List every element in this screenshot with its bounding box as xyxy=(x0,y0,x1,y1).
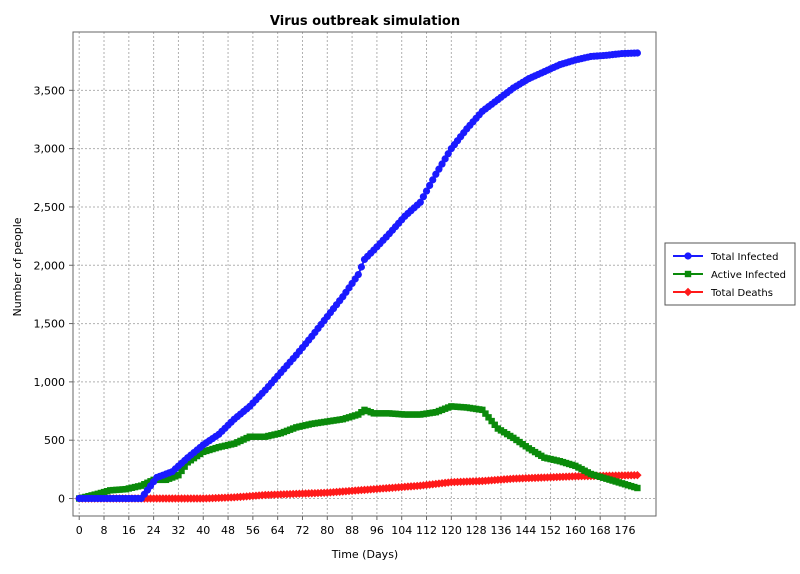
data-point xyxy=(426,181,434,190)
data-point xyxy=(357,263,365,271)
grid-lines xyxy=(73,32,656,516)
legend-item: Active Infected xyxy=(673,270,786,281)
data-point xyxy=(181,463,188,470)
legend-label: Total Deaths xyxy=(710,288,773,299)
x-tick-label: 80 xyxy=(320,524,334,537)
x-tick-label: 168 xyxy=(590,524,611,537)
legend-marker xyxy=(684,270,692,278)
x-tick-label: 120 xyxy=(441,524,462,537)
data-point xyxy=(485,414,492,421)
data-point xyxy=(491,421,498,428)
data-point xyxy=(175,471,182,479)
series-total-infected xyxy=(75,49,641,503)
plot-area xyxy=(72,31,657,517)
x-tick-label: 152 xyxy=(540,524,561,537)
legend: Total Infected Active Infected Total Death… xyxy=(664,242,796,306)
legend-label: Active Infected xyxy=(711,270,786,281)
x-tick-label: 32 xyxy=(171,524,185,537)
x-tick-label: 56 xyxy=(246,524,260,537)
x-tick-label: 160 xyxy=(565,524,586,537)
y-tick-label: 2,500 xyxy=(34,201,66,214)
x-tick-label: 64 xyxy=(271,524,285,537)
x-tick-label: 104 xyxy=(391,524,412,537)
legend-marker xyxy=(683,287,693,297)
y-tick-label: 500 xyxy=(44,434,65,447)
series-active-infected xyxy=(76,403,641,502)
data-series xyxy=(75,49,642,503)
x-tick-label: 16 xyxy=(122,524,136,537)
y-tick-label: 3,500 xyxy=(34,84,66,97)
data-point xyxy=(479,406,486,414)
data-point xyxy=(488,417,495,425)
chart-title: Virus outbreak simulation xyxy=(270,14,460,29)
legend-item: Total Deaths xyxy=(673,287,773,299)
data-point xyxy=(416,198,424,206)
y-axis-label: Number of people xyxy=(11,217,24,316)
axis-ticks: 0 8 16 24 32 40 48 56 64 72 80 88 96 104 112 120 128 136 1… xyxy=(34,84,636,537)
y-tick-label: 3,000 xyxy=(34,143,66,156)
data-point xyxy=(633,49,641,57)
y-tick-label: 1,000 xyxy=(34,376,66,389)
data-point xyxy=(633,470,642,480)
x-tick-label: 176 xyxy=(614,524,635,537)
x-tick-label: 48 xyxy=(221,524,235,537)
series-line xyxy=(78,405,638,500)
x-axis-label: Time (Days) xyxy=(331,548,398,561)
data-point xyxy=(422,187,431,195)
legend-marker xyxy=(684,252,692,260)
y-tick-label: 2,000 xyxy=(34,259,66,272)
x-tick-label: 96 xyxy=(370,524,384,537)
x-tick-label: 40 xyxy=(196,524,210,537)
x-tick-label: 144 xyxy=(515,524,536,537)
x-tick-label: 72 xyxy=(295,524,309,537)
y-tick-label: 0 xyxy=(58,493,65,506)
x-tick-label: 112 xyxy=(416,524,437,537)
x-tick-label: 88 xyxy=(345,524,359,537)
data-point xyxy=(354,270,362,279)
data-point xyxy=(634,484,641,492)
x-tick-label: 8 xyxy=(101,524,108,537)
data-point xyxy=(419,193,428,201)
data-point xyxy=(482,410,489,417)
y-tick-label: 1,500 xyxy=(34,318,66,331)
legend-label: Total Infected xyxy=(710,252,778,263)
data-point xyxy=(429,176,437,184)
x-tick-label: 0 xyxy=(76,524,83,537)
data-point xyxy=(178,467,185,475)
x-tick-label: 136 xyxy=(490,524,511,537)
x-tick-label: 128 xyxy=(466,524,487,537)
legend-item: Total Infected xyxy=(673,252,778,263)
x-tick-label: 24 xyxy=(147,524,161,537)
